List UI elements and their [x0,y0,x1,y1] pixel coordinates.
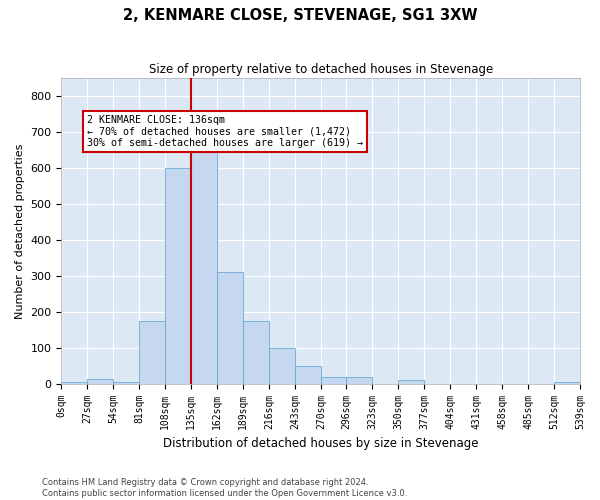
Text: 2, KENMARE CLOSE, STEVENAGE, SG1 3XW: 2, KENMARE CLOSE, STEVENAGE, SG1 3XW [123,8,477,22]
Bar [166,168,191,384]
Bar [269,348,295,384]
Bar [191,152,217,384]
Title: Size of property relative to detached houses in Stevenage: Size of property relative to detached ho… [149,62,493,76]
Bar [61,382,88,384]
Text: 2 KENMARE CLOSE: 136sqm
← 70% of detached houses are smaller (1,472)
30% of semi: 2 KENMARE CLOSE: 136sqm ← 70% of detache… [88,114,364,148]
Bar [346,376,372,384]
X-axis label: Distribution of detached houses by size in Stevenage: Distribution of detached houses by size … [163,437,478,450]
Bar [554,382,580,384]
Y-axis label: Number of detached properties: Number of detached properties [15,143,25,318]
Bar [88,380,113,384]
Bar [295,366,321,384]
Text: Contains HM Land Registry data © Crown copyright and database right 2024.
Contai: Contains HM Land Registry data © Crown c… [42,478,407,498]
Bar [139,321,166,384]
Bar [243,321,269,384]
Bar [321,376,346,384]
Bar [217,272,243,384]
Bar [113,382,139,384]
Bar [398,380,424,384]
